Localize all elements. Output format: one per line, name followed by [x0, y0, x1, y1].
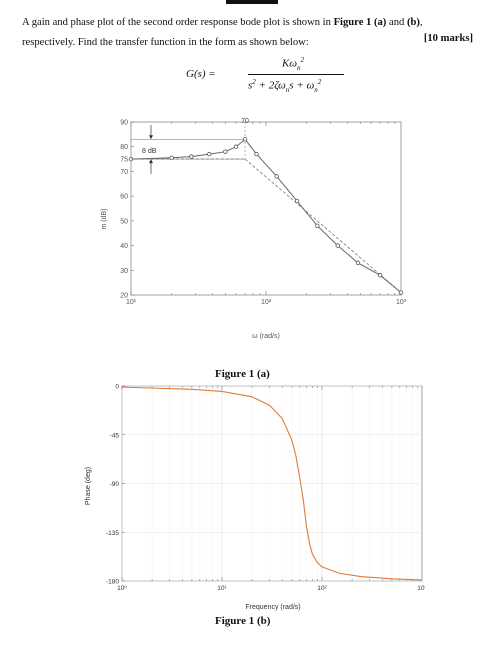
phase-xlabel: Frequency (rad/s)	[245, 604, 300, 611]
question-line1: A gain and phase plot of the second orde…	[22, 17, 334, 28]
den-s: s	[248, 79, 253, 92]
magnitude-asymptote	[244, 158, 402, 293]
magnitude-plot: 90 80 75 70 60 50 40 30 20 10¹ 10² 10³ ω (rad/s) m…	[101, 118, 407, 340]
num-sub: n	[297, 63, 301, 72]
magnitude-x-tick-label: 10²	[261, 299, 272, 306]
magnitude-point	[335, 243, 340, 248]
8db-arrows	[149, 125, 153, 174]
magnitude-point	[223, 149, 228, 154]
formula-numerator: Kωn2	[247, 56, 339, 72]
magnitude-x-tick-label: 10³	[396, 299, 407, 306]
figure-a-caption: Figure 1 (a)	[215, 368, 270, 380]
den-sup: 2	[252, 78, 256, 86]
phase-x-tick-label: 10³	[417, 585, 425, 592]
question-and: and	[386, 17, 407, 28]
phase-y-tick-label: 0	[115, 384, 119, 391]
den-sub: n	[285, 85, 290, 94]
magnitude-point	[377, 273, 383, 278]
magnitude-point	[355, 260, 361, 266]
figure-b-caption: Figure 1 (b)	[215, 615, 271, 627]
formula-lhs: G(s) =	[186, 68, 216, 80]
question-text: A gain and phase plot of the second orde…	[22, 13, 474, 53]
magnitude-point	[398, 290, 404, 295]
phase-y-tick-label: -90	[110, 481, 120, 488]
phase-curve	[121, 386, 423, 581]
den-s2: s + ω	[289, 79, 315, 92]
arrow-up-head	[149, 159, 153, 164]
magnitude-x-tick-label: 10¹	[126, 299, 137, 306]
magnitude-y-tick-label: 60	[120, 194, 128, 201]
magnitude-point	[274, 174, 279, 179]
marks-label: [10 marks]	[423, 33, 473, 44]
magnitude-point	[189, 154, 194, 159]
header-bar	[226, 0, 278, 4]
phase-y-tick-label: -45	[110, 432, 120, 439]
magnitude-point	[294, 198, 300, 204]
den-mid: + 2ζω	[255, 79, 286, 92]
magnitude-y-tick-label: 70	[120, 169, 128, 176]
figure-ref-b: (b)	[406, 17, 420, 28]
magnitude-plot-frame	[130, 121, 402, 296]
formula-denominator: s2 + 2ζωns + ωn2	[248, 78, 321, 94]
magnitude-point	[254, 151, 259, 157]
magnitude-y-tick-label: 75	[120, 157, 128, 164]
annotation-8db: 8 dB	[142, 148, 157, 155]
den-sup2: 2	[317, 78, 322, 86]
arrow-down-head	[149, 135, 153, 140]
magnitude-y-tick-label: 30	[120, 268, 128, 275]
phase-ylabel: Phase (deg)	[85, 467, 92, 505]
phase-y-tick-label: -180	[106, 579, 119, 586]
annotation-70: 70	[241, 118, 249, 125]
magnitude-y-tick-label: 50	[120, 218, 128, 225]
magnitude-point	[233, 144, 239, 149]
magnitude-y-tick-label: 40	[120, 243, 128, 250]
magnitude-xlabel: ω (rad/s)	[252, 333, 280, 340]
magnitude-ylabel: m (dB)	[101, 209, 108, 230]
phase-x-tick-label: 10¹	[217, 585, 227, 592]
phase-x-tick-label: 10²	[317, 585, 327, 592]
phase-y-tick-label: -135	[106, 530, 119, 537]
phase-x-tick-label: 10⁰	[117, 585, 127, 592]
magnitude-point	[207, 151, 212, 157]
den-sub2: n	[314, 85, 318, 94]
magnitude-point	[169, 155, 174, 161]
phase-plot: 0 -45 -90 -135 -180 10⁰ 10¹ 10² 10³ Frequency (…	[85, 384, 425, 612]
num-sup: 2	[300, 56, 305, 64]
num-main: Kω	[281, 57, 298, 70]
magnitude-y-tick-label: 80	[120, 144, 128, 151]
magnitude-y-tick-label: 20	[120, 293, 128, 300]
magnitude-point	[242, 137, 248, 142]
fraction-bar	[248, 74, 344, 75]
question-comma: ,	[419, 17, 423, 28]
question-line2: respectively. Find the transfer function…	[22, 37, 309, 48]
figure-ref-a: Figure 1 (a)	[333, 17, 387, 28]
magnitude-y-tick-label: 90	[120, 120, 128, 127]
magnitude-point	[315, 223, 320, 228]
